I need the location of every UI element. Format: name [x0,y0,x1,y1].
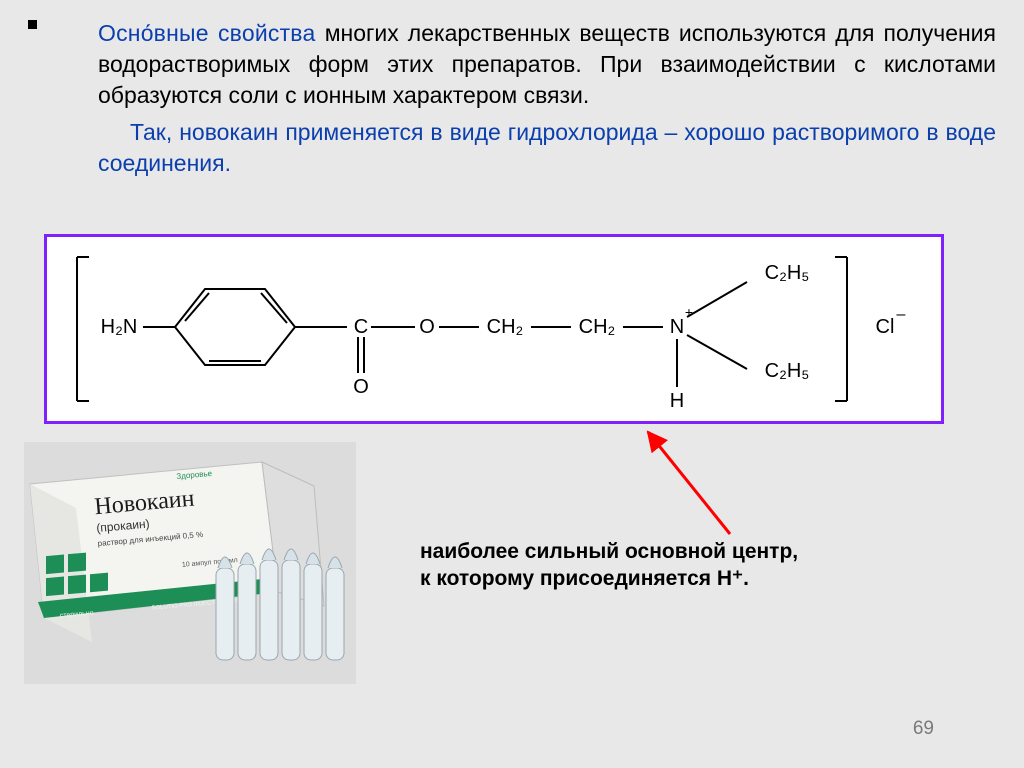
page-number: 69 [913,718,934,740]
callout-arrow [600,424,800,544]
lbl-o-dbl: O [353,376,369,398]
novocaine-structure-svg: H₂N C O O CH₂ [47,237,941,421]
lbl-plus: + [685,304,693,320]
lbl-h2n: H₂N [101,316,138,338]
paragraph-1: Осно́вные свойства многих лекарственных … [28,18,996,111]
formula-box: H₂N C O O CH₂ [44,234,944,424]
callout-line1: наиболее сильный основной центр, [420,538,798,565]
lbl-c2h5-a: C₂H₅ [765,262,810,284]
lbl-c2h5-b: C₂H₅ [765,360,810,382]
callout-text: наиболее сильный основной центр, к котор… [420,538,798,593]
lbl-n: N [670,316,684,338]
lbl-o: O [419,316,435,338]
lbl-ch2-2: CH₂ [579,316,616,338]
paragraph-2: Так, новокаин применяется в виде гидрохл… [28,117,996,179]
drug-package-image: Новокаин (прокаин) раствор для инъекций … [24,442,356,684]
lbl-ch2-1: CH₂ [487,316,524,338]
lbl-minus: – [897,306,906,323]
bullet-square [28,20,37,29]
lbl-cl: Cl [876,316,895,338]
callout-line2: к которому присоединяется Н⁺. [420,565,798,592]
lead-phrase: Осно́вные свойства [98,20,325,46]
lbl-h: H [670,390,684,412]
lbl-c: C [354,316,368,338]
